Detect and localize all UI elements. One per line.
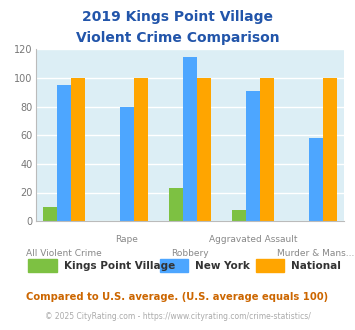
Text: New York: New York [195,261,250,271]
Bar [260,78,274,221]
Bar [232,210,246,221]
Bar [71,78,84,221]
Bar [169,188,183,221]
Text: © 2025 CityRating.com - https://www.cityrating.com/crime-statistics/: © 2025 CityRating.com - https://www.city… [45,312,310,321]
Bar [57,85,71,221]
Text: 2019 Kings Point Village: 2019 Kings Point Village [82,10,273,24]
Text: Kings Point Village: Kings Point Village [64,261,175,271]
Text: All Violent Crime: All Violent Crime [26,248,102,257]
Bar [120,107,134,221]
Text: Aggravated Assault: Aggravated Assault [209,235,297,244]
Bar [43,207,57,221]
Bar [309,138,323,221]
Text: Rape: Rape [115,235,138,244]
Bar [246,91,260,221]
Bar [197,78,211,221]
Bar [323,78,337,221]
Text: National: National [291,261,341,271]
Bar [183,57,197,221]
Text: Murder & Mans...: Murder & Mans... [277,248,355,257]
Text: Robbery: Robbery [171,248,209,257]
Text: Violent Crime Comparison: Violent Crime Comparison [76,31,279,45]
Bar [134,78,148,221]
Text: Compared to U.S. average. (U.S. average equals 100): Compared to U.S. average. (U.S. average … [26,292,329,302]
